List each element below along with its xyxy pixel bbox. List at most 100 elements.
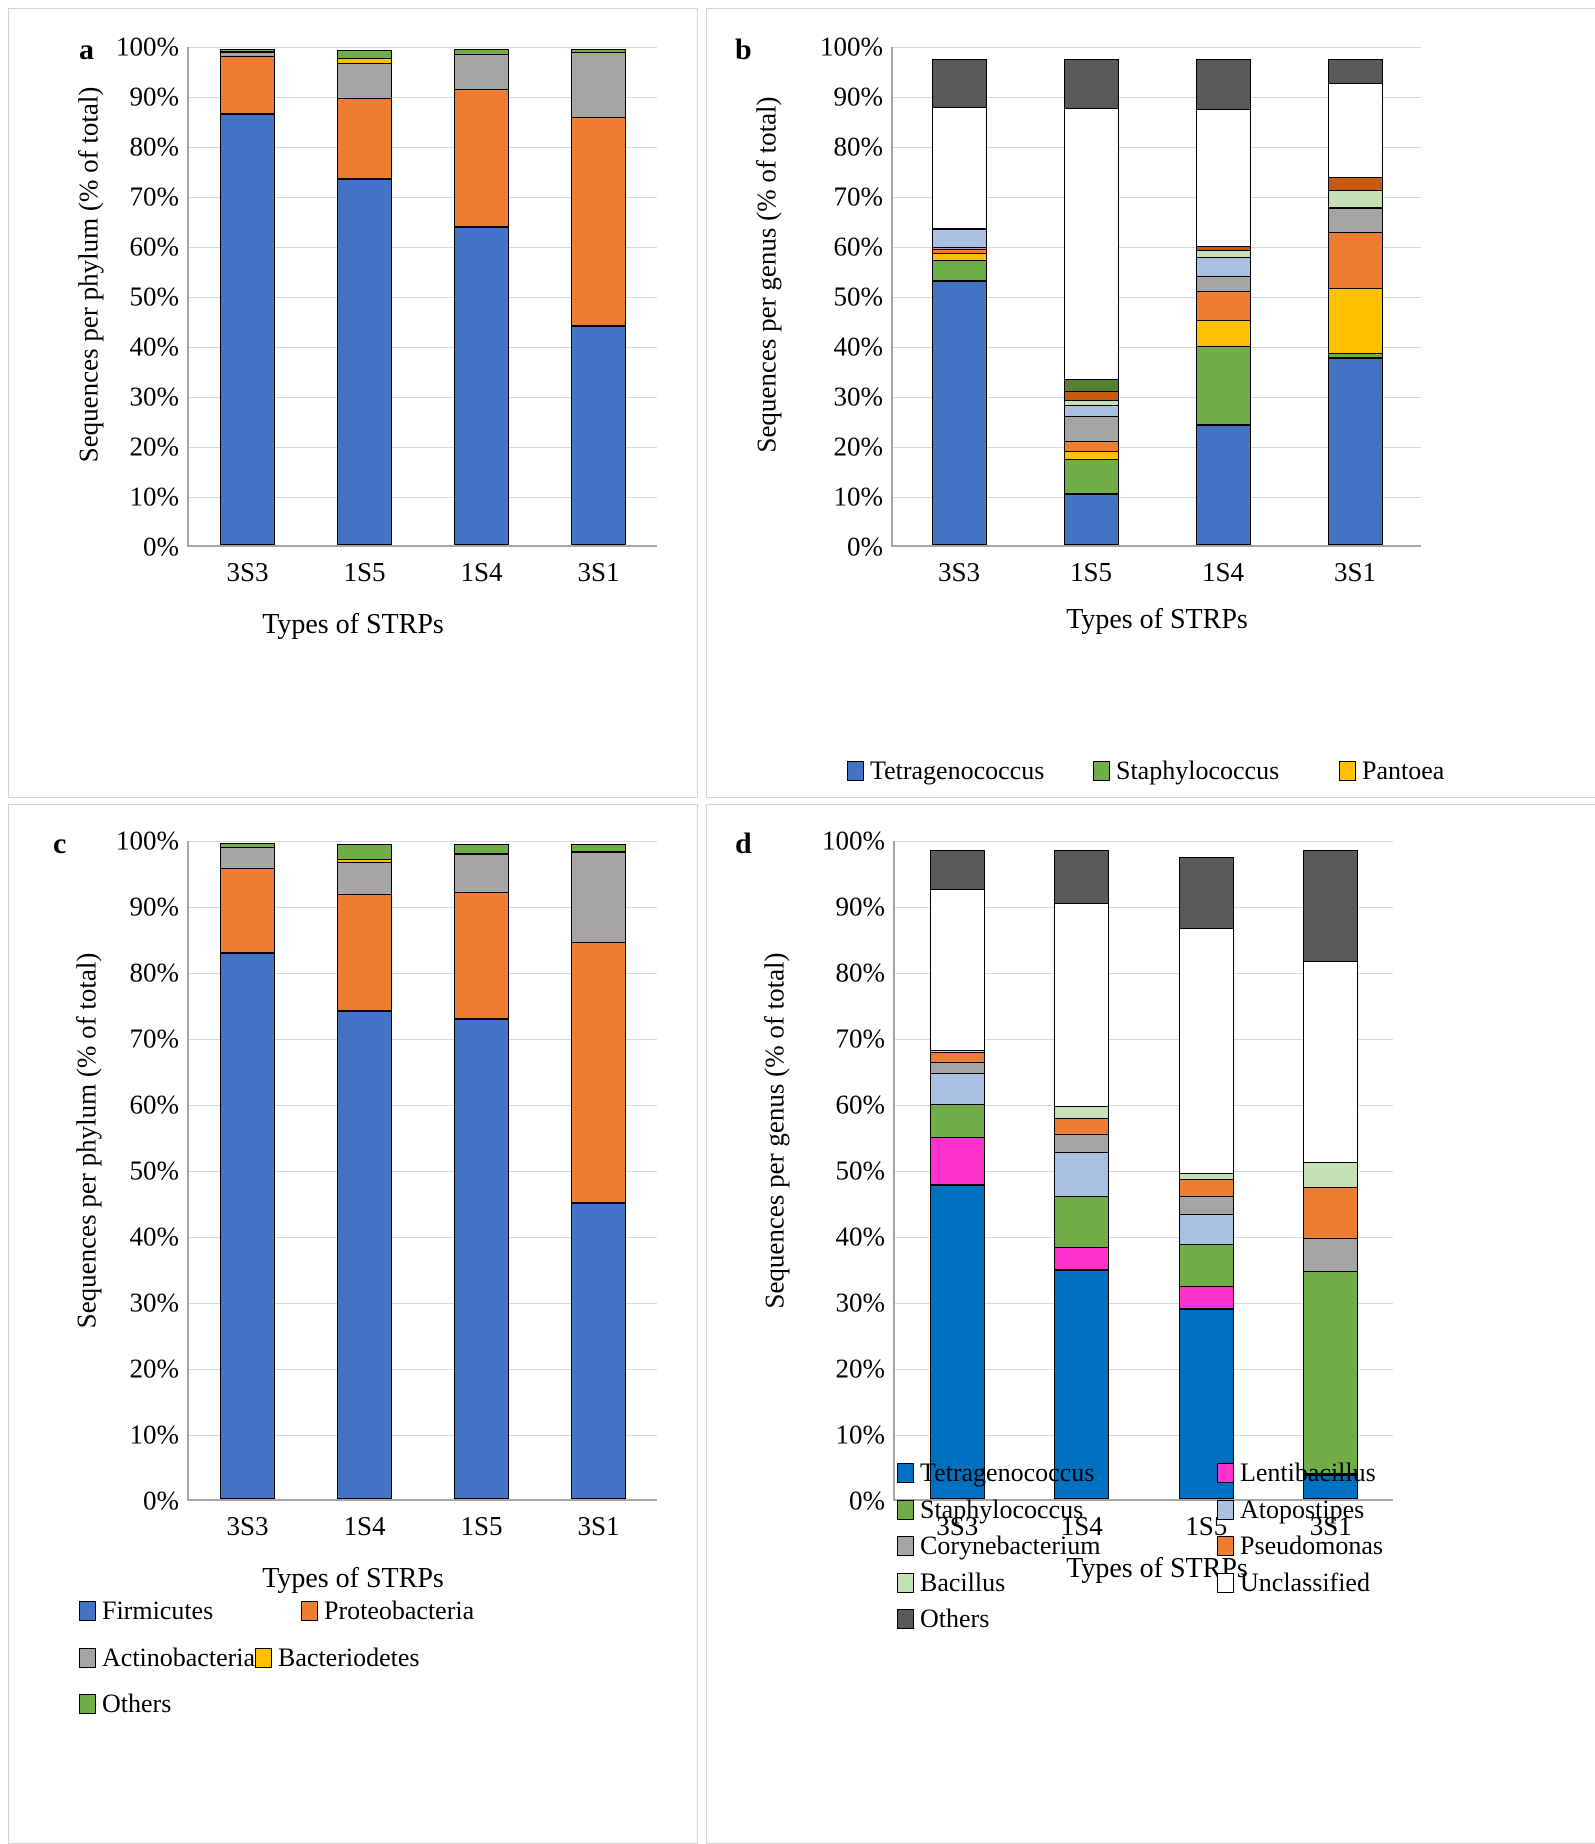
bar-segment-staphylococcus[interactable] bbox=[1303, 1270, 1359, 1475]
bar-segment-pseudomonas[interactable] bbox=[1195, 290, 1251, 322]
bar-segment-atopostipes[interactable] bbox=[929, 1073, 985, 1106]
legend-item-actinobacteria[interactable]: Actinobacteria bbox=[79, 1642, 255, 1675]
bar-segment-tetragenococcus[interactable] bbox=[1063, 494, 1119, 545]
bar-segment-firmicutes[interactable] bbox=[454, 1018, 509, 1499]
bar-segment-unclassified[interactable] bbox=[1327, 83, 1383, 179]
bar-group-1S4[interactable]: 1S4 bbox=[1020, 841, 1145, 1541]
bar-group-3S1[interactable]: 3S1 bbox=[1289, 47, 1421, 587]
bar-segment-unclassified[interactable] bbox=[1195, 109, 1251, 248]
bar-group-3S3[interactable]: 3S3 bbox=[895, 841, 1020, 1541]
stacked-bar[interactable] bbox=[1195, 47, 1251, 545]
stacked-bar[interactable] bbox=[337, 47, 392, 545]
bar-group-1S5[interactable]: 1S5 bbox=[1025, 47, 1157, 587]
bar-segment-others[interactable] bbox=[1303, 849, 1359, 964]
bar-segment-staphylococcus[interactable] bbox=[1054, 1195, 1110, 1249]
bar-segment-unclassified[interactable] bbox=[931, 107, 987, 230]
bar-group-1S4[interactable]: 1S4 bbox=[423, 47, 540, 587]
bar-group-3S3[interactable]: 3S3 bbox=[189, 47, 306, 587]
bar-segment-firmicutes[interactable] bbox=[454, 226, 509, 545]
bar-segment-pseudomonas[interactable] bbox=[1303, 1187, 1359, 1241]
bar-segment-actinobacteria[interactable] bbox=[571, 52, 626, 119]
bar-segment-firmicutes[interactable] bbox=[220, 113, 275, 545]
bar-segment-firmicutes[interactable] bbox=[571, 326, 626, 545]
bar-segment-corynebacterium[interactable] bbox=[1063, 415, 1119, 443]
bar-segment-lentibacillus[interactable] bbox=[1178, 1286, 1234, 1309]
stacked-bar[interactable] bbox=[220, 47, 275, 545]
bar-segment-actinobacteria[interactable] bbox=[571, 851, 626, 944]
stacked-bar[interactable] bbox=[454, 841, 509, 1499]
bar-segment-firmicutes[interactable] bbox=[337, 1010, 392, 1499]
bar-segment-tetragenococcus[interactable] bbox=[1195, 425, 1251, 545]
bar-segment-pseudomonas[interactable] bbox=[1178, 1179, 1234, 1198]
stacked-bar[interactable] bbox=[571, 841, 626, 1499]
bar-segment-atopostipes[interactable] bbox=[1054, 1151, 1110, 1198]
bar-segment-others[interactable] bbox=[1178, 856, 1234, 930]
bar-segment-proteobacteria[interactable] bbox=[454, 89, 509, 227]
bar-segment-actinobacteria[interactable] bbox=[337, 862, 392, 897]
stacked-bar[interactable] bbox=[1327, 47, 1383, 545]
bar-segment-staphylococcus[interactable] bbox=[1178, 1243, 1234, 1289]
legend-item-tetragenococcus[interactable]: Tetragenococcus bbox=[847, 755, 1093, 788]
bar-segment-tetragenococcus[interactable] bbox=[1054, 1269, 1110, 1499]
stacked-bar[interactable] bbox=[571, 47, 626, 545]
legend-item-lentibacillus[interactable]: Lentibacillus bbox=[1217, 1457, 1537, 1490]
bar-segment-lentibacillus[interactable] bbox=[1303, 1473, 1359, 1476]
bar-segment-others[interactable] bbox=[1195, 59, 1251, 111]
bar-segment-actinobacteria[interactable] bbox=[337, 62, 392, 100]
bar-segment-tetragenococcus[interactable] bbox=[929, 1184, 985, 1499]
bar-segment-atopostipes[interactable] bbox=[931, 228, 987, 249]
legend-item-proteobacteria[interactable]: Proteobacteria bbox=[301, 1595, 523, 1628]
legend-item-tetragenococcus[interactable]: Tetragenococcus bbox=[897, 1457, 1217, 1490]
bar-segment-pantoea[interactable] bbox=[1195, 320, 1251, 348]
bar-group-3S1[interactable]: 3S1 bbox=[1269, 841, 1394, 1541]
bar-segment-tetragenococcus[interactable] bbox=[1327, 357, 1383, 545]
bar-segment-proteobacteria[interactable] bbox=[220, 56, 275, 114]
bar-segment-proteobacteria[interactable] bbox=[571, 941, 626, 1204]
stacked-bar[interactable] bbox=[1054, 841, 1110, 1499]
bar-segment-pantoea[interactable] bbox=[1327, 288, 1383, 355]
bar-segment-unclassified[interactable] bbox=[929, 888, 985, 1052]
bar-group-1S4[interactable]: 1S4 bbox=[306, 841, 423, 1541]
stacked-bar[interactable] bbox=[1178, 841, 1234, 1499]
legend-item-others[interactable]: Others bbox=[897, 1603, 1217, 1636]
bar-segment-actinobacteria[interactable] bbox=[454, 54, 509, 91]
bar-segment-bacillus[interactable] bbox=[1327, 189, 1383, 209]
bar-segment-atopostipes[interactable] bbox=[1178, 1213, 1234, 1246]
stacked-bar[interactable] bbox=[220, 841, 275, 1499]
bar-segment-unclassified[interactable] bbox=[1054, 903, 1110, 1108]
bar-segment-actinobacteria[interactable] bbox=[220, 847, 275, 870]
bar-segment-proteobacteria[interactable] bbox=[337, 98, 392, 179]
bar-segment-others[interactable] bbox=[1054, 850, 1110, 905]
stacked-bar[interactable] bbox=[454, 47, 509, 545]
bar-segment-lentibacillus[interactable] bbox=[929, 1137, 985, 1185]
bar-segment-actinobacteria[interactable] bbox=[454, 853, 509, 895]
bar-segment-proteobacteria[interactable] bbox=[571, 116, 626, 326]
bar-segment-firmicutes[interactable] bbox=[571, 1203, 626, 1499]
bar-segment-firmicutes[interactable] bbox=[220, 952, 275, 1499]
bar-group-1S5[interactable]: 1S5 bbox=[1144, 841, 1269, 1541]
bar-segment-others[interactable] bbox=[1063, 59, 1119, 110]
bar-segment-others[interactable] bbox=[929, 850, 985, 891]
stacked-bar[interactable] bbox=[1063, 47, 1119, 545]
bar-segment-corynebacterium[interactable] bbox=[1054, 1133, 1110, 1154]
legend-item-others[interactable]: Others bbox=[79, 1688, 301, 1721]
stacked-bar[interactable] bbox=[337, 841, 392, 1499]
bar-segment-lentibacillus[interactable] bbox=[1054, 1246, 1110, 1270]
bar-group-3S1[interactable]: 3S1 bbox=[540, 47, 657, 587]
stacked-bar[interactable] bbox=[929, 841, 985, 1499]
bar-segment-tetragenococcus[interactable] bbox=[931, 280, 987, 545]
bar-segment-proteobacteria[interactable] bbox=[337, 894, 392, 1011]
bar-segment-staphylococcus[interactable] bbox=[1063, 458, 1119, 494]
legend-item-atopostipes[interactable]: Atopostipes bbox=[1217, 1494, 1537, 1527]
bar-segment-proteobacteria[interactable] bbox=[454, 892, 509, 1019]
legend-item-pseudomonas[interactable]: Pseudomonas bbox=[1217, 1530, 1537, 1563]
bar-segment-proteobacteria[interactable] bbox=[220, 868, 275, 953]
bar-segment-tetragenococcus[interactable] bbox=[1303, 1475, 1359, 1499]
legend-item-bacillus[interactable]: Bacillus bbox=[897, 1567, 1217, 1600]
bar-segment-others[interactable] bbox=[1327, 59, 1383, 85]
bar-segment-firmicutes[interactable] bbox=[337, 178, 392, 545]
bar-segment-corynebacterium[interactable] bbox=[1178, 1195, 1234, 1216]
bar-segment-staphylococcus[interactable] bbox=[1195, 346, 1251, 425]
bar-segment-atopostipes[interactable] bbox=[1195, 256, 1251, 278]
stacked-bar[interactable] bbox=[1303, 841, 1359, 1499]
